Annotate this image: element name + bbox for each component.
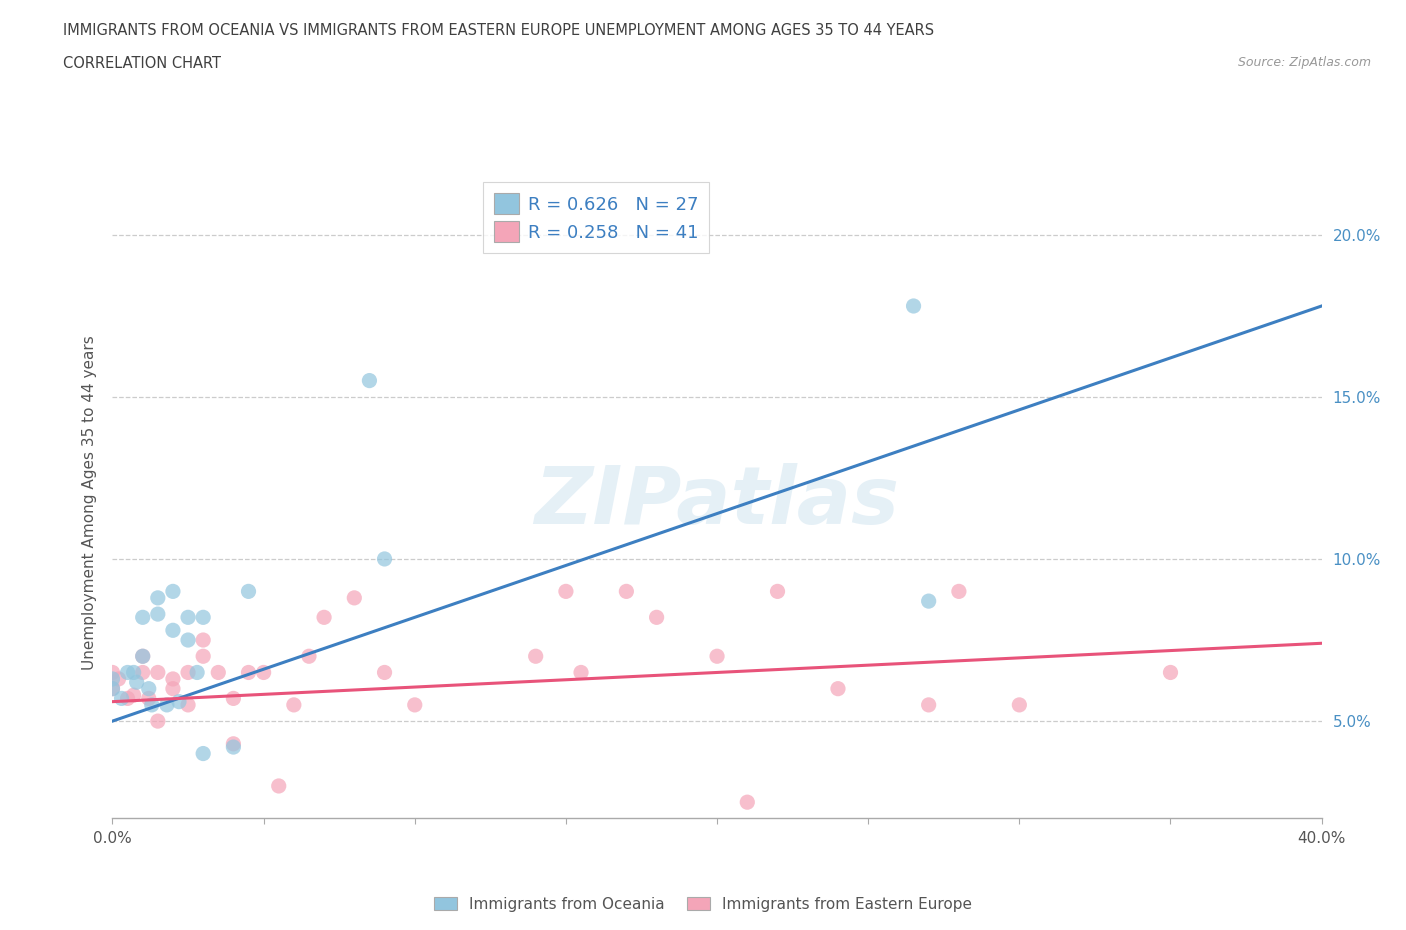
Point — [101, 682, 124, 697]
Point — [186, 665, 208, 680]
Point — [125, 675, 148, 690]
Point — [766, 584, 789, 599]
Point — [359, 373, 381, 388]
Point — [222, 737, 245, 751]
Point — [374, 551, 396, 566]
Point — [146, 713, 169, 728]
Text: ZIPatlas: ZIPatlas — [534, 463, 900, 541]
Point — [1159, 665, 1181, 680]
Point — [122, 665, 145, 680]
Point — [138, 682, 160, 697]
Point — [162, 682, 184, 697]
Point — [132, 649, 155, 664]
Point — [162, 623, 184, 638]
Point — [122, 687, 145, 702]
Text: IMMIGRANTS FROM OCEANIA VS IMMIGRANTS FROM EASTERN EUROPE UNEMPLOYMENT AMONG AGE: IMMIGRANTS FROM OCEANIA VS IMMIGRANTS FR… — [63, 23, 935, 38]
Point — [132, 649, 155, 664]
Point — [918, 593, 941, 608]
Point — [737, 795, 759, 810]
Point — [569, 665, 592, 680]
Point — [117, 665, 139, 680]
Point — [374, 665, 396, 680]
Point — [222, 739, 245, 754]
Point — [191, 746, 214, 761]
Point — [162, 671, 184, 686]
Text: CORRELATION CHART: CORRELATION CHART — [63, 56, 221, 71]
Point — [177, 698, 200, 712]
Point — [156, 698, 179, 712]
Point — [191, 649, 214, 664]
Point — [1008, 698, 1031, 712]
Point — [404, 698, 426, 712]
Point — [827, 682, 849, 697]
Point — [948, 584, 970, 599]
Point — [146, 665, 169, 680]
Point — [191, 610, 214, 625]
Point — [253, 665, 276, 680]
Y-axis label: Unemployment Among Ages 35 to 44 years: Unemployment Among Ages 35 to 44 years — [82, 335, 97, 670]
Point — [283, 698, 305, 712]
Point — [903, 299, 925, 313]
Point — [207, 665, 229, 680]
Point — [110, 691, 132, 706]
Text: Source: ZipAtlas.com: Source: ZipAtlas.com — [1237, 56, 1371, 69]
Point — [298, 649, 321, 664]
Point — [177, 632, 200, 647]
Point — [132, 610, 155, 625]
Point — [146, 591, 169, 605]
Point — [238, 665, 260, 680]
Point — [267, 778, 290, 793]
Point — [706, 649, 728, 664]
Point — [107, 671, 129, 686]
Point — [146, 606, 169, 621]
Point — [524, 649, 547, 664]
Point — [616, 584, 638, 599]
Point — [101, 682, 124, 697]
Point — [177, 665, 200, 680]
Point — [101, 671, 124, 686]
Point — [343, 591, 366, 605]
Point — [117, 691, 139, 706]
Point — [177, 610, 200, 625]
Point — [191, 632, 214, 647]
Point — [238, 584, 260, 599]
Point — [554, 584, 576, 599]
Point — [162, 584, 184, 599]
Legend: Immigrants from Oceania, Immigrants from Eastern Europe: Immigrants from Oceania, Immigrants from… — [427, 890, 979, 918]
Point — [138, 691, 160, 706]
Point — [645, 610, 668, 625]
Point — [141, 698, 163, 712]
Point — [918, 698, 941, 712]
Point — [101, 665, 124, 680]
Point — [222, 691, 245, 706]
Point — [132, 665, 155, 680]
Legend: R = 0.626   N = 27, R = 0.258   N = 41: R = 0.626 N = 27, R = 0.258 N = 41 — [482, 182, 710, 253]
Point — [314, 610, 336, 625]
Point — [167, 694, 190, 709]
